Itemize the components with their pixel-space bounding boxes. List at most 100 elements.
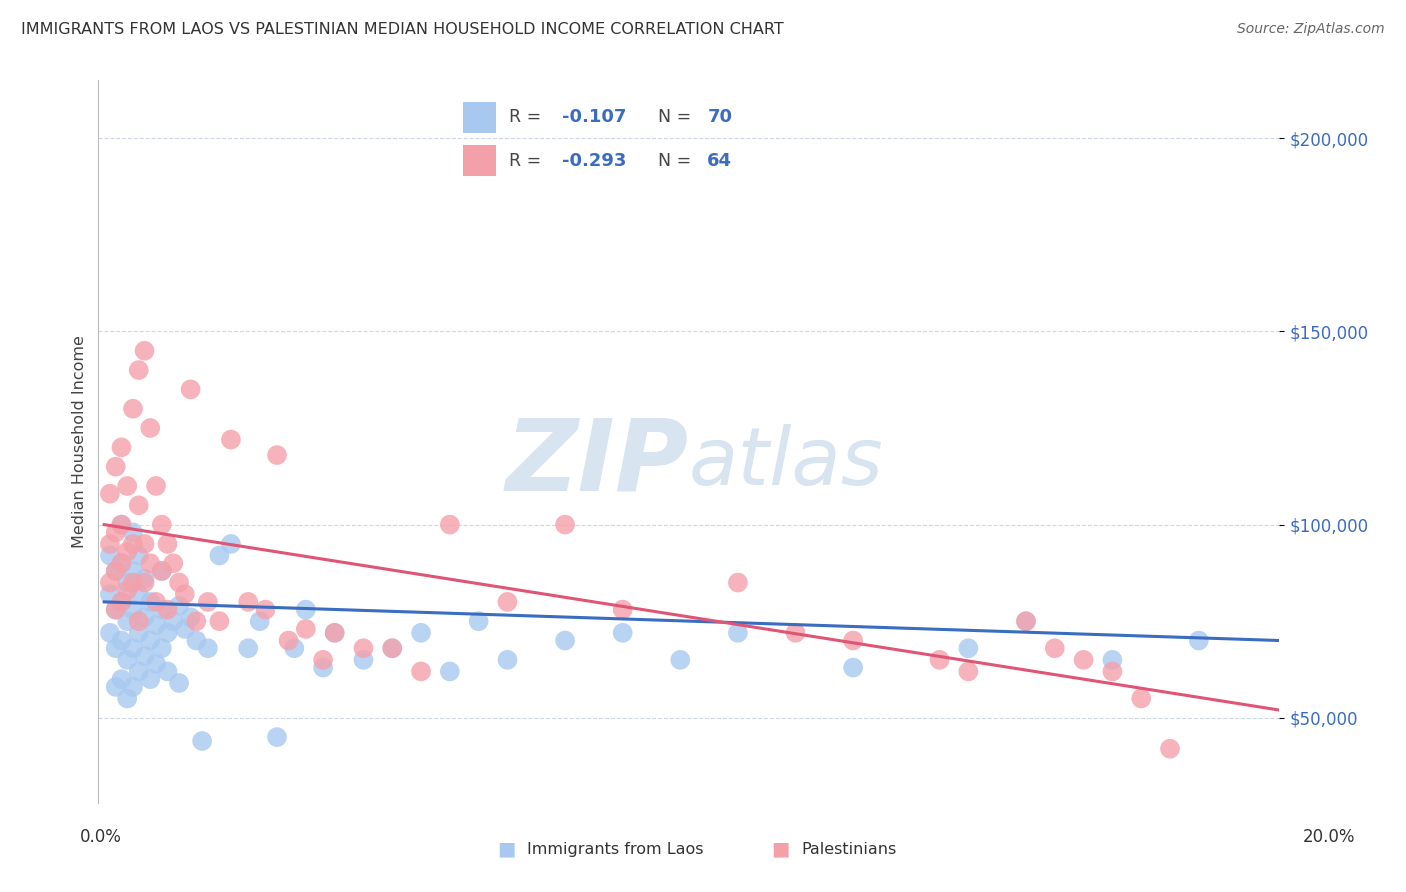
Point bbox=[110, 440, 132, 454]
Point bbox=[134, 610, 156, 624]
Point bbox=[134, 575, 156, 590]
Point bbox=[122, 575, 145, 590]
Point bbox=[162, 614, 184, 628]
Point bbox=[266, 448, 288, 462]
Point bbox=[104, 564, 127, 578]
Point bbox=[104, 602, 127, 616]
Point bbox=[128, 549, 150, 563]
Point bbox=[115, 583, 138, 598]
Point bbox=[104, 459, 127, 474]
Point bbox=[115, 653, 138, 667]
Point bbox=[727, 625, 749, 640]
Point bbox=[957, 665, 980, 679]
Point bbox=[115, 575, 138, 590]
Point bbox=[150, 517, 173, 532]
Point bbox=[115, 479, 138, 493]
Text: atlas: atlas bbox=[689, 425, 884, 502]
Point bbox=[145, 657, 167, 671]
Point bbox=[186, 614, 208, 628]
Text: ZIP: ZIP bbox=[506, 415, 689, 512]
Point bbox=[1043, 641, 1066, 656]
Point bbox=[1073, 653, 1095, 667]
Point bbox=[110, 672, 132, 686]
Text: 0.0%: 0.0% bbox=[80, 828, 122, 846]
Point bbox=[1015, 614, 1038, 628]
Point bbox=[98, 537, 121, 551]
Point bbox=[156, 537, 179, 551]
Point bbox=[110, 517, 132, 532]
Point bbox=[1101, 653, 1123, 667]
Point bbox=[150, 564, 173, 578]
Point bbox=[122, 564, 145, 578]
Point bbox=[173, 587, 195, 601]
Point bbox=[180, 610, 202, 624]
Point bbox=[554, 517, 576, 532]
Point bbox=[134, 343, 156, 358]
Text: Immigrants from Laos: Immigrants from Laos bbox=[527, 842, 704, 856]
Point bbox=[208, 549, 231, 563]
Point bbox=[928, 653, 950, 667]
Point bbox=[249, 614, 271, 628]
Point bbox=[110, 556, 132, 570]
Point bbox=[219, 433, 242, 447]
Point bbox=[219, 537, 242, 551]
Point bbox=[128, 498, 150, 512]
Point bbox=[612, 625, 634, 640]
Point bbox=[467, 614, 489, 628]
Point bbox=[104, 641, 127, 656]
Point bbox=[1101, 665, 1123, 679]
Point bbox=[128, 587, 150, 601]
Point bbox=[173, 622, 195, 636]
Point bbox=[128, 363, 150, 377]
Point bbox=[842, 633, 865, 648]
Point bbox=[122, 602, 145, 616]
Point bbox=[496, 595, 519, 609]
Point bbox=[295, 622, 318, 636]
Point bbox=[295, 602, 318, 616]
Text: 20.0%: 20.0% bbox=[1302, 828, 1355, 846]
Point bbox=[197, 595, 219, 609]
Point bbox=[139, 672, 162, 686]
Point bbox=[128, 625, 150, 640]
Point bbox=[381, 641, 404, 656]
Point bbox=[208, 614, 231, 628]
Point bbox=[122, 525, 145, 540]
Point bbox=[554, 633, 576, 648]
Point bbox=[98, 625, 121, 640]
Point bbox=[139, 421, 162, 435]
Point bbox=[277, 633, 299, 648]
Point bbox=[323, 625, 346, 640]
Text: Source: ZipAtlas.com: Source: ZipAtlas.com bbox=[1237, 22, 1385, 37]
Point bbox=[785, 625, 807, 640]
Point bbox=[842, 660, 865, 674]
Point bbox=[180, 383, 202, 397]
Point bbox=[110, 595, 132, 609]
Point bbox=[139, 595, 162, 609]
Point bbox=[98, 587, 121, 601]
Point bbox=[98, 549, 121, 563]
Point bbox=[727, 575, 749, 590]
Point bbox=[612, 602, 634, 616]
Point bbox=[104, 602, 127, 616]
Point bbox=[1188, 633, 1211, 648]
Point bbox=[98, 575, 121, 590]
Point bbox=[312, 653, 335, 667]
Point bbox=[134, 648, 156, 663]
Point bbox=[409, 625, 432, 640]
Point bbox=[145, 479, 167, 493]
Point bbox=[957, 641, 980, 656]
Point bbox=[1015, 614, 1038, 628]
Point bbox=[254, 602, 277, 616]
Point bbox=[145, 618, 167, 632]
Point bbox=[122, 680, 145, 694]
Point bbox=[167, 676, 190, 690]
Point bbox=[156, 665, 179, 679]
Point bbox=[191, 734, 214, 748]
Point bbox=[669, 653, 692, 667]
Text: Palestinians: Palestinians bbox=[801, 842, 897, 856]
Point bbox=[128, 614, 150, 628]
Point bbox=[323, 625, 346, 640]
Y-axis label: Median Household Income: Median Household Income bbox=[72, 335, 87, 548]
Point bbox=[134, 572, 156, 586]
Point bbox=[122, 401, 145, 416]
